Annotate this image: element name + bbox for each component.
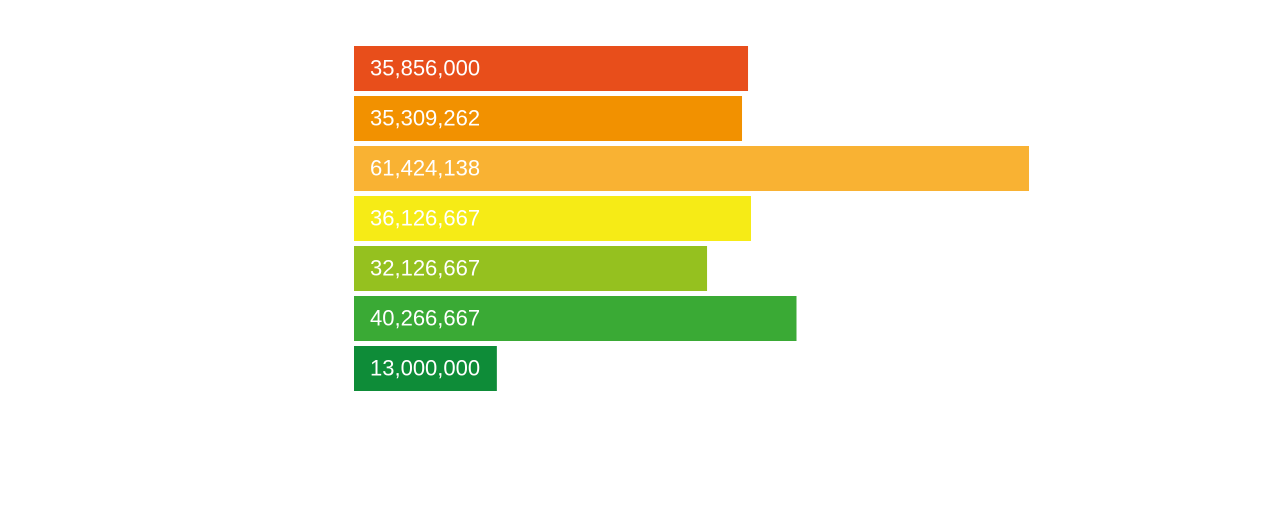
value-label: 40,266,667 [370, 305, 480, 330]
bar [354, 296, 797, 341]
value-label: 32,126,667 [370, 255, 480, 280]
bar [354, 196, 752, 241]
value-label: 61,424,138 [370, 155, 480, 180]
bar [354, 46, 749, 91]
value-label: 36,126,667 [370, 205, 480, 230]
value-label: 35,856,000 [370, 55, 480, 80]
value-label: 13,000,000 [370, 355, 480, 380]
bar [354, 146, 1029, 191]
bar [354, 246, 708, 291]
bar [354, 96, 743, 141]
value-label: 35,309,262 [370, 105, 480, 130]
bar [354, 346, 497, 391]
